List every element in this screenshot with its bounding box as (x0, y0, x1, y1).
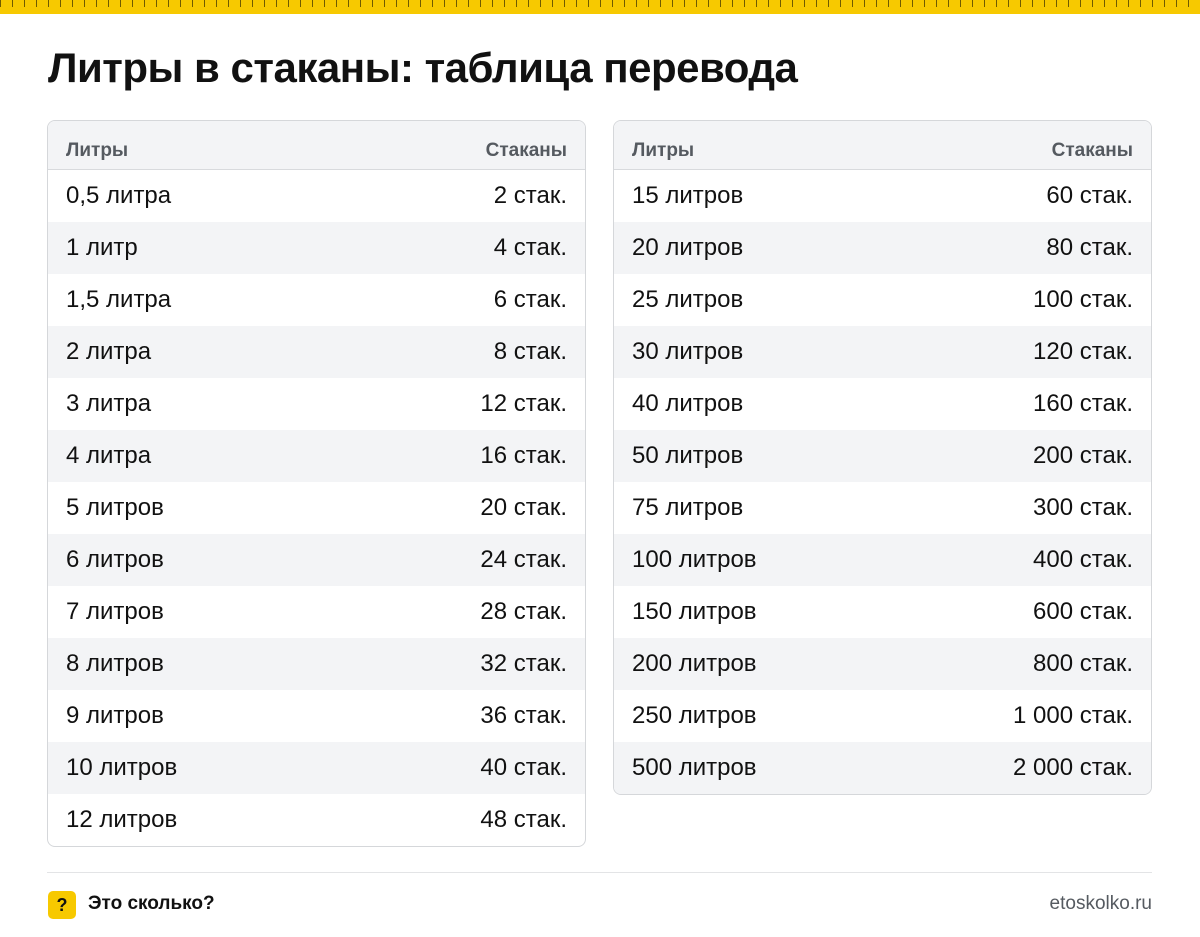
liters-cell: 5 литров (66, 494, 164, 521)
liters-cell: 3 литра (66, 390, 152, 417)
glasses-cell: 36 стак. (480, 702, 567, 729)
glasses-cell: 100 стак. (1033, 286, 1133, 313)
liters-cell: 2 литра (66, 338, 152, 365)
liters-cell: 8 литров (66, 650, 164, 677)
liters-cell: 500 литров (632, 754, 757, 781)
table-row: 25 литров 100 стак. (614, 274, 1151, 326)
table-row: 150 литров 600 стак. (614, 586, 1151, 638)
glasses-cell: 160 стак. (1033, 390, 1133, 417)
table-row: 50 литров 200 стак. (614, 430, 1151, 482)
table-row: 500 литров 2 000 стак. (614, 742, 1151, 794)
liters-cell: 150 литров (632, 598, 757, 625)
table-row: 2 литра 8 стак. (48, 326, 585, 378)
footer-divider (47, 872, 1152, 873)
table-body: 15 литров 60 стак. 20 литров 80 стак. 25 лит… (614, 170, 1151, 794)
liters-cell: 100 литров (632, 546, 757, 573)
table-row: 0,5 литра 2 стак. (48, 170, 585, 222)
column-header-glasses: Стаканы (485, 140, 567, 161)
glasses-cell: 12 стак. (480, 390, 567, 417)
column-header-glasses: Стаканы (1051, 140, 1133, 161)
question-mark-icon: ? (48, 891, 76, 919)
table-row: 250 литров 1 000 стак. (614, 690, 1151, 742)
liters-cell: 200 литров (632, 650, 757, 677)
table-row: 3 литра 12 стак. (48, 378, 585, 430)
liters-cell: 0,5 литра (66, 182, 172, 209)
liters-cell: 75 литров (632, 494, 744, 521)
liters-cell: 30 литров (632, 338, 744, 365)
liters-cell: 6 литров (66, 546, 164, 573)
conversion-table-right: Литры Стаканы 15 литров 60 стак. 20 литров… (613, 120, 1152, 795)
table-row: 8 литров 32 стак. (48, 638, 585, 690)
table-row: 1 литр 4 стак. (48, 222, 585, 274)
liters-cell: 9 литров (66, 702, 164, 729)
glasses-cell: 20 стак. (480, 494, 567, 521)
glasses-cell: 1 000 стак. (1013, 702, 1133, 729)
glasses-cell: 40 стак. (480, 754, 567, 781)
liters-cell: 4 литра (66, 442, 152, 469)
liters-cell: 1 литр (66, 234, 138, 261)
glasses-cell: 2 стак. (493, 182, 567, 209)
table-row: 6 литров 24 стак. (48, 534, 585, 586)
glasses-cell: 80 стак. (1046, 234, 1133, 261)
liters-cell: 10 литров (66, 754, 178, 781)
glasses-cell: 24 стак. (480, 546, 567, 573)
liters-cell: 20 литров (632, 234, 744, 261)
liters-cell: 1,5 литра (66, 286, 172, 313)
table-row: 15 литров 60 стак. (614, 170, 1151, 222)
glasses-cell: 28 стак. (480, 598, 567, 625)
table-body: 0,5 литра 2 стак. 1 литр 4 стак. 1,5 литра 6 … (48, 170, 585, 846)
table-row: 5 литров 20 стак. (48, 482, 585, 534)
table-row: 100 литров 400 стак. (614, 534, 1151, 586)
liters-cell: 25 литров (632, 286, 744, 313)
liters-cell: 50 литров (632, 442, 744, 469)
glasses-cell: 300 стак. (1033, 494, 1133, 521)
table-row: 7 литров 28 стак. (48, 586, 585, 638)
glasses-cell: 16 стак. (480, 442, 567, 469)
table-row: 12 литров 48 стак. (48, 794, 585, 846)
table-row: 20 литров 80 стак. (614, 222, 1151, 274)
glasses-cell: 2 000 стак. (1013, 754, 1133, 781)
liters-cell: 7 литров (66, 598, 164, 625)
page-title: Литры в стаканы: таблица перевода (48, 44, 798, 91)
glasses-cell: 4 стак. (493, 234, 567, 261)
table-row: 40 литров 160 стак. (614, 378, 1151, 430)
liters-cell: 15 литров (632, 182, 744, 209)
table-header: Литры Стаканы (614, 121, 1151, 170)
column-header-liters: Литры (632, 140, 695, 161)
glasses-cell: 32 стак. (480, 650, 567, 677)
table-row: 30 литров 120 стак. (614, 326, 1151, 378)
liters-cell: 250 литров (632, 702, 757, 729)
glasses-cell: 120 стак. (1033, 338, 1133, 365)
table-row: 200 литров 800 стак. (614, 638, 1151, 690)
table-row: 10 литров 40 стак. (48, 742, 585, 794)
site-url[interactable]: etoskolko.ru (1049, 893, 1152, 914)
liters-cell: 12 литров (66, 806, 178, 833)
glasses-cell: 400 стак. (1033, 546, 1133, 573)
column-header-liters: Литры (66, 140, 129, 161)
table-header: Литры Стаканы (48, 121, 585, 170)
glasses-cell: 60 стак. (1046, 182, 1133, 209)
table-row: 75 литров 300 стак. (614, 482, 1151, 534)
glasses-cell: 6 стак. (493, 286, 567, 313)
glasses-cell: 600 стак. (1033, 598, 1133, 625)
table-row: 9 литров 36 стак. (48, 690, 585, 742)
brand-name: Это сколько? (88, 893, 215, 914)
glasses-cell: 800 стак. (1033, 650, 1133, 677)
glasses-cell: 200 стак. (1033, 442, 1133, 469)
table-row: 1,5 литра 6 стак. (48, 274, 585, 326)
conversion-table-left: Литры Стаканы 0,5 литра 2 стак. 1 литр 4 ст… (47, 120, 586, 847)
table-row: 4 литра 16 стак. (48, 430, 585, 482)
glasses-cell: 8 стак. (493, 338, 567, 365)
liters-cell: 40 литров (632, 390, 744, 417)
ruler-stripe (0, 0, 1200, 14)
glasses-cell: 48 стак. (480, 806, 567, 833)
